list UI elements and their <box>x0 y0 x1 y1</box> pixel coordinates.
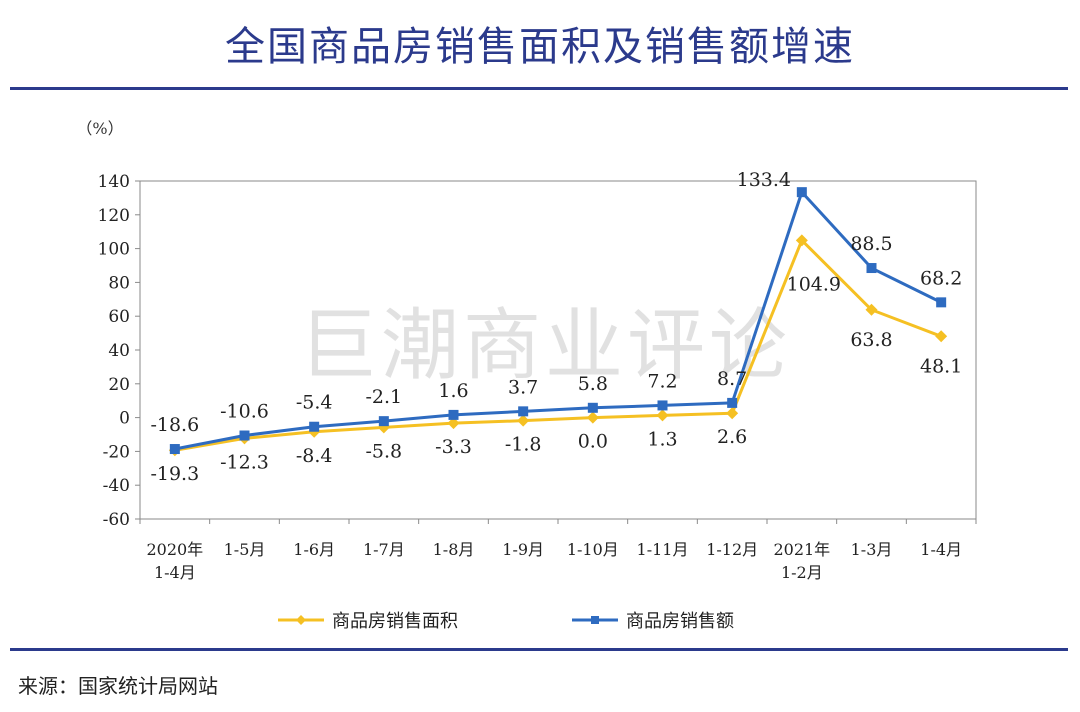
data-point <box>727 397 738 408</box>
source-note: 来源：国家统计局网站 <box>18 674 218 698</box>
watermark-text: 巨潮商业评论 <box>299 301 791 391</box>
y-tick-label: -40 <box>103 476 130 496</box>
data-point <box>447 417 460 430</box>
data-point <box>726 407 739 420</box>
y-tick-label: 140 <box>98 172 130 192</box>
data-point <box>936 297 947 308</box>
data-label: 68.2 <box>920 267 962 289</box>
data-point <box>657 400 668 411</box>
data-point <box>169 444 180 455</box>
data-label: 133.4 <box>737 169 791 191</box>
data-point <box>239 430 250 441</box>
footer-divider <box>10 648 1068 651</box>
x-tick-label: 1-7月 <box>363 540 405 559</box>
data-point <box>865 303 878 316</box>
legend-label: 商品房销售面积 <box>332 611 458 632</box>
data-point <box>517 414 530 427</box>
y-tick-label: -20 <box>103 442 130 462</box>
data-point <box>448 409 459 420</box>
x-tick-label: 1-12月 <box>706 540 758 559</box>
legend-label: 商品房销售额 <box>626 611 734 632</box>
legend-marker <box>591 616 599 624</box>
data-label: -10.6 <box>220 401 269 423</box>
data-point <box>656 409 669 422</box>
y-tick-label: 120 <box>98 206 130 226</box>
page-title: 全国商品房销售面积及销售额增速 <box>225 24 855 70</box>
data-label: -5.4 <box>296 392 333 414</box>
y-unit-label: （%） <box>76 119 123 138</box>
series-line-area <box>174 238 942 452</box>
x-tick-label: 1-8月 <box>433 540 475 559</box>
x-tick-label: 1-4月 <box>154 563 196 582</box>
y-tick-label: 20 <box>108 375 130 395</box>
data-label: -1.8 <box>505 434 542 456</box>
x-tick-label: 1-6月 <box>293 540 335 559</box>
data-point <box>795 234 808 247</box>
y-tick-label: -60 <box>103 510 130 530</box>
data-label: 3.7 <box>508 376 538 398</box>
x-tick-label: 1-2月 <box>781 563 823 582</box>
data-label: 48.1 <box>920 355 962 377</box>
data-label: -18.6 <box>150 414 199 436</box>
data-label: -3.3 <box>435 436 472 458</box>
data-label: -5.8 <box>366 440 403 462</box>
data-label: 1.3 <box>647 428 677 450</box>
y-tick-label: 0 <box>119 409 130 429</box>
data-label: 88.5 <box>850 233 892 255</box>
data-point <box>935 330 948 343</box>
y-tick-label: 60 <box>108 307 130 327</box>
x-tick-label: 1-11月 <box>637 540 689 559</box>
title-divider <box>10 87 1068 90</box>
data-label: 8.7 <box>717 368 747 390</box>
x-tick-label: 1-3月 <box>851 540 893 559</box>
series-line-amount <box>174 190 942 451</box>
data-point <box>309 421 320 432</box>
data-label: 63.8 <box>850 329 892 351</box>
data-label: -12.3 <box>220 451 269 473</box>
x-tick-label: 2020年 <box>146 540 203 559</box>
data-point <box>378 416 389 427</box>
data-point <box>587 402 598 413</box>
data-label: 1.6 <box>438 380 468 402</box>
data-label: 2.6 <box>717 426 747 448</box>
data-label: 5.8 <box>578 373 608 395</box>
data-label: -2.1 <box>366 386 403 408</box>
y-tick-label: 40 <box>108 341 130 361</box>
y-tick-label: 100 <box>98 240 130 260</box>
data-label: 7.2 <box>647 370 677 392</box>
data-label: -19.3 <box>150 463 199 485</box>
x-tick-label: 2021年 <box>773 540 830 559</box>
x-tick-label: 1-5月 <box>224 540 266 559</box>
legend-marker <box>296 615 306 625</box>
data-point <box>586 411 599 424</box>
y-tick-label: 80 <box>108 273 130 293</box>
data-point <box>866 263 877 274</box>
data-point <box>518 406 529 417</box>
x-tick-label: 1-9月 <box>502 540 544 559</box>
data-label: 104.9 <box>787 273 841 295</box>
x-tick-label: 1-10月 <box>567 540 619 559</box>
data-point <box>796 187 807 198</box>
data-label: 0.0 <box>578 431 608 453</box>
x-tick-label: 1-4月 <box>920 540 962 559</box>
data-label: -8.4 <box>296 445 333 467</box>
